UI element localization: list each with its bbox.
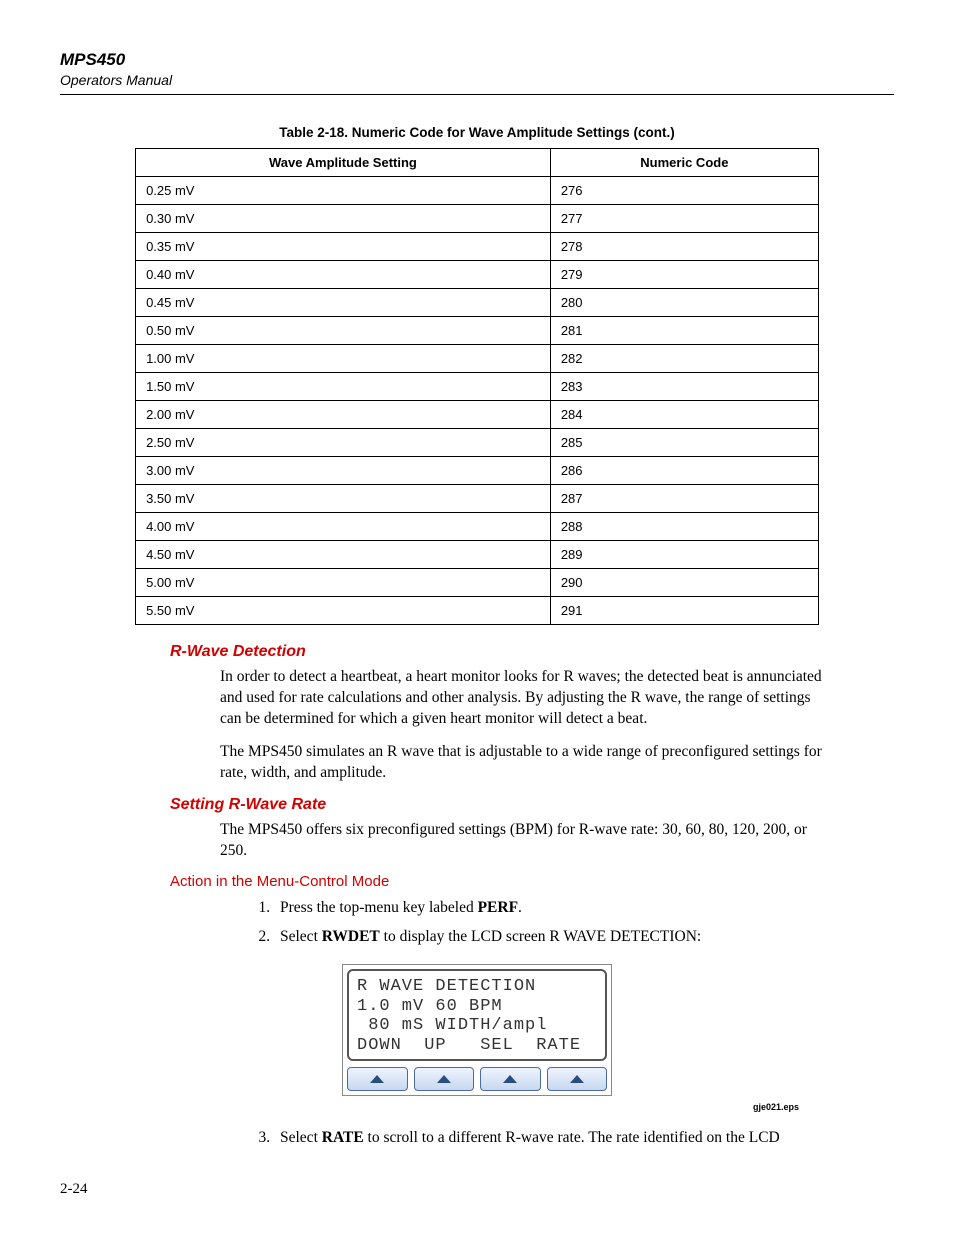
doc-subtitle: Operators Manual xyxy=(60,72,894,88)
lcd-soft-key[interactable] xyxy=(480,1067,541,1091)
table-row: 0.40 mV279 xyxy=(136,261,819,289)
table-cell: 4.00 mV xyxy=(136,513,551,541)
table-cell: 283 xyxy=(550,373,818,401)
table-cell: 281 xyxy=(550,317,818,345)
lcd-line-4: DOWN UP SEL RATE xyxy=(357,1036,581,1055)
doc-title: MPS450 xyxy=(60,50,894,70)
para-rwave-1: In order to detect a heartbeat, a heart … xyxy=(220,667,834,730)
step-3-post: to scroll to a different R-wave rate. Th… xyxy=(364,1129,780,1146)
amplitude-table: Wave Amplitude Setting Numeric Code 0.25… xyxy=(135,148,819,625)
table-cell: 280 xyxy=(550,289,818,317)
table-row: 4.00 mV288 xyxy=(136,513,819,541)
table-cell: 4.50 mV xyxy=(136,541,551,569)
table-cell: 2.50 mV xyxy=(136,429,551,457)
step-1: Press the top-menu key labeled PERF. xyxy=(274,896,834,921)
step-3-bold: RATE xyxy=(322,1129,364,1146)
doc-header: MPS450 Operators Manual xyxy=(60,50,894,95)
table-cell: 0.35 mV xyxy=(136,233,551,261)
step-1-pre: Press the top-menu key labeled xyxy=(280,899,478,916)
table-cell: 291 xyxy=(550,597,818,625)
lcd-line-1: R WAVE DETECTION xyxy=(357,977,536,996)
table-cell: 279 xyxy=(550,261,818,289)
table-row: 0.25 mV276 xyxy=(136,177,819,205)
table-cell: 284 xyxy=(550,401,818,429)
table-row: 2.50 mV285 xyxy=(136,429,819,457)
table-row: 1.50 mV283 xyxy=(136,373,819,401)
table-cell: 3.00 mV xyxy=(136,457,551,485)
lcd-line-2: 1.0 mV 60 BPM xyxy=(357,997,503,1016)
table-cell: 282 xyxy=(550,345,818,373)
header-rule xyxy=(60,94,894,95)
lcd-figure: R WAVE DETECTION 1.0 mV 60 BPM 80 mS WID… xyxy=(342,964,612,1096)
table-cell: 0.45 mV xyxy=(136,289,551,317)
heading-action-mode: Action in the Menu-Control Mode xyxy=(170,873,894,890)
table-row: 0.50 mV281 xyxy=(136,317,819,345)
step-2-pre: Select xyxy=(280,928,322,945)
table-row: 0.30 mV277 xyxy=(136,205,819,233)
up-arrow-icon xyxy=(569,1074,585,1084)
table-row: 4.50 mV289 xyxy=(136,541,819,569)
table-cell: 276 xyxy=(550,177,818,205)
table-row: 0.35 mV278 xyxy=(136,233,819,261)
table-cell: 278 xyxy=(550,233,818,261)
table-cell: 289 xyxy=(550,541,818,569)
lcd-line-3: 80 mS WIDTH/ampl xyxy=(357,1016,547,1035)
up-arrow-icon xyxy=(502,1074,518,1084)
lcd-soft-key[interactable] xyxy=(547,1067,608,1091)
col-header-code: Numeric Code xyxy=(550,149,818,177)
step-2: Select RWDET to display the LCD screen R… xyxy=(274,925,834,950)
table-row: 5.50 mV291 xyxy=(136,597,819,625)
table-cell: 285 xyxy=(550,429,818,457)
table-cell: 3.50 mV xyxy=(136,485,551,513)
table-row: 0.45 mV280 xyxy=(136,289,819,317)
table-row: 2.00 mV284 xyxy=(136,401,819,429)
lcd-key-row xyxy=(347,1067,607,1091)
table-cell: 0.25 mV xyxy=(136,177,551,205)
table-cell: 277 xyxy=(550,205,818,233)
col-header-setting: Wave Amplitude Setting xyxy=(136,149,551,177)
para-rwave-rate: The MPS450 offers six preconfigured sett… xyxy=(220,820,834,862)
lcd-soft-key[interactable] xyxy=(414,1067,475,1091)
steps-list-cont: Select RATE to scroll to a different R-w… xyxy=(250,1126,834,1151)
step-3: Select RATE to scroll to a different R-w… xyxy=(274,1126,834,1151)
table-cell: 1.50 mV xyxy=(136,373,551,401)
heading-rwave-rate: Setting R-Wave Rate xyxy=(170,796,894,814)
table-row: 3.00 mV286 xyxy=(136,457,819,485)
step-2-bold: RWDET xyxy=(322,928,380,945)
table-cell: 0.50 mV xyxy=(136,317,551,345)
lcd-screen: R WAVE DETECTION 1.0 mV 60 BPM 80 mS WID… xyxy=(347,969,607,1061)
table-row: 1.00 mV282 xyxy=(136,345,819,373)
step-3-pre: Select xyxy=(280,1129,322,1146)
table-row: 5.00 mV290 xyxy=(136,569,819,597)
eps-label: gje021.eps xyxy=(60,1102,799,1112)
heading-rwave-detection: R-Wave Detection xyxy=(170,643,894,661)
table-cell: 1.00 mV xyxy=(136,345,551,373)
page-number: 2-24 xyxy=(60,1181,894,1198)
table-cell: 5.50 mV xyxy=(136,597,551,625)
table-cell: 287 xyxy=(550,485,818,513)
step-2-post: to display the LCD screen R WAVE DETECTI… xyxy=(380,928,701,945)
table-cell: 0.40 mV xyxy=(136,261,551,289)
table-row: 3.50 mV287 xyxy=(136,485,819,513)
table-header-row: Wave Amplitude Setting Numeric Code xyxy=(136,149,819,177)
lcd-soft-key[interactable] xyxy=(347,1067,408,1091)
steps-list: Press the top-menu key labeled PERF. Sel… xyxy=(250,896,834,950)
table-caption: Table 2-18. Numeric Code for Wave Amplit… xyxy=(60,125,894,140)
table-cell: 290 xyxy=(550,569,818,597)
up-arrow-icon xyxy=(436,1074,452,1084)
table-cell: 0.30 mV xyxy=(136,205,551,233)
up-arrow-icon xyxy=(369,1074,385,1084)
table-cell: 5.00 mV xyxy=(136,569,551,597)
table-cell: 2.00 mV xyxy=(136,401,551,429)
table-cell: 288 xyxy=(550,513,818,541)
step-1-bold: PERF xyxy=(478,899,518,916)
step-1-post: . xyxy=(518,899,522,916)
table-cell: 286 xyxy=(550,457,818,485)
para-rwave-2: The MPS450 simulates an R wave that is a… xyxy=(220,742,834,784)
